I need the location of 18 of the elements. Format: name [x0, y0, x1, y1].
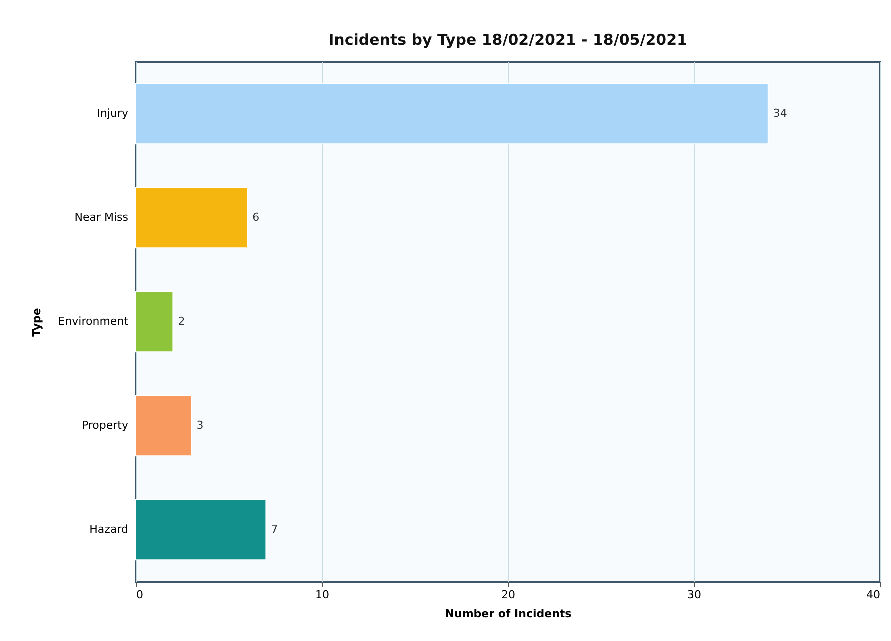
- x-tick-label: 0: [136, 588, 144, 602]
- data-label: 3: [196, 419, 204, 432]
- x-tick-label: 30: [688, 588, 702, 602]
- y-tick-label: Near Miss: [74, 211, 129, 224]
- data-label: 2: [178, 315, 186, 328]
- y-tick-label: Property: [82, 419, 129, 432]
- data-label: 7: [271, 523, 278, 536]
- y-tick-label: Injury: [97, 107, 129, 120]
- x-tick-label: 20: [502, 588, 516, 602]
- y-tick-label: Hazard: [90, 523, 128, 536]
- x-tick-label: 10: [316, 588, 330, 602]
- y-axis-title: Type: [30, 308, 44, 337]
- data-label: 34: [773, 107, 788, 120]
- x-axis-title: Number of Incidents: [445, 608, 572, 620]
- x-tick-label: 40: [866, 588, 880, 602]
- y-tick-label: Environment: [58, 315, 130, 328]
- data-label: 6: [252, 211, 260, 224]
- chart-title: Incidents by Type 18/02/2021 - 18/05/2021: [328, 31, 688, 49]
